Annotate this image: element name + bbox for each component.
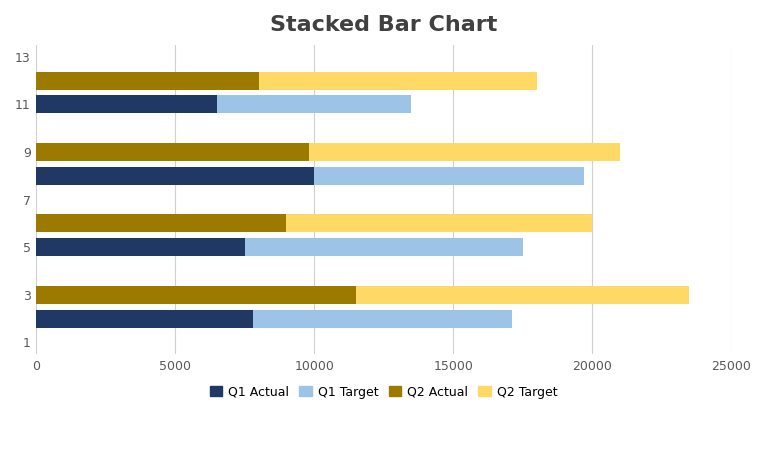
Bar [36, 72, 259, 90]
Bar [36, 214, 286, 232]
Bar [314, 167, 584, 185]
Bar [217, 96, 411, 113]
Bar [36, 310, 253, 328]
Title: Stacked Bar Chart: Stacked Bar Chart [270, 15, 497, 35]
Bar [36, 238, 244, 256]
Bar [259, 72, 536, 90]
Bar [36, 143, 309, 161]
Bar [36, 167, 314, 185]
Bar [36, 96, 217, 113]
Bar [309, 143, 620, 161]
Bar [286, 214, 592, 232]
Bar [253, 310, 512, 328]
Legend: Q1 Actual, Q1 Target, Q2 Actual, Q2 Target: Q1 Actual, Q1 Target, Q2 Actual, Q2 Targ… [205, 381, 563, 404]
Bar [36, 286, 356, 304]
Bar [244, 238, 522, 256]
Bar [356, 286, 689, 304]
